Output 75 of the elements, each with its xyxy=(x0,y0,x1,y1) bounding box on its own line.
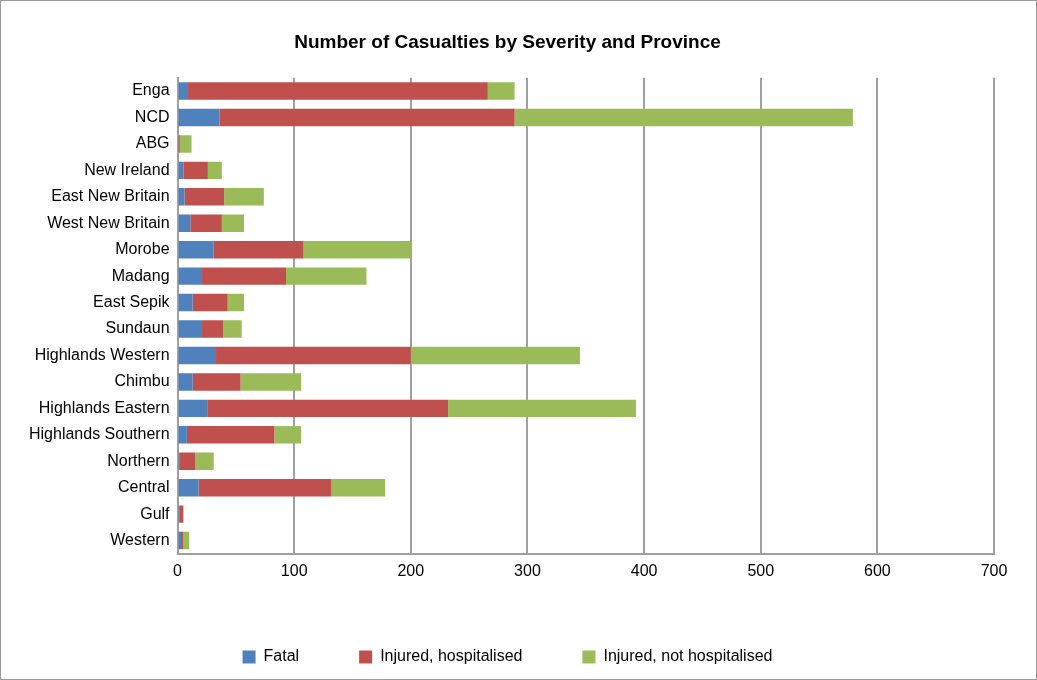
y-tick-label: Central xyxy=(117,478,170,496)
bar xyxy=(303,240,411,259)
legend-label: Fatal xyxy=(263,647,300,665)
bar xyxy=(223,320,242,338)
bar xyxy=(286,267,367,285)
y-tick-label: East New Britain xyxy=(51,187,170,205)
bar xyxy=(179,135,192,153)
bar xyxy=(448,399,636,418)
bar xyxy=(213,240,304,259)
y-tick-label: Gulf xyxy=(140,504,171,522)
bar xyxy=(178,293,193,312)
legend-label: Injured, hospitalised xyxy=(380,647,523,665)
y-tick-label: Morobe xyxy=(115,240,170,258)
bar xyxy=(202,320,224,338)
bar xyxy=(192,293,228,312)
x-tick-label: 700 xyxy=(980,561,1008,579)
y-tick-label: Chimbu xyxy=(114,372,170,390)
y-tick-label: New Ireland xyxy=(84,160,170,178)
y-tick-label: Northern xyxy=(107,451,170,469)
bar xyxy=(179,452,196,470)
bar xyxy=(183,531,190,550)
bar xyxy=(221,214,245,232)
chart-title: Number of Casualties by Severity and Province xyxy=(294,30,721,52)
x-tick-label: 200 xyxy=(397,561,425,579)
x-tick-label: 0 xyxy=(173,561,183,579)
x-tick-label: 400 xyxy=(630,561,658,579)
bar xyxy=(178,478,199,497)
y-tick-label: Highlands Southern xyxy=(28,425,170,443)
bar xyxy=(192,373,241,391)
bar xyxy=(178,346,217,365)
bar xyxy=(178,214,191,232)
bar xyxy=(216,346,411,365)
y-tick-label: Western xyxy=(110,530,170,548)
y-tick-label: Madang xyxy=(111,266,170,284)
bar xyxy=(178,240,214,259)
bar xyxy=(240,373,302,391)
bar xyxy=(195,452,214,470)
bar xyxy=(514,108,853,127)
bar xyxy=(410,346,580,365)
x-tick-label: 500 xyxy=(747,561,775,579)
bar xyxy=(178,373,193,391)
bar xyxy=(224,188,264,206)
bar xyxy=(184,188,225,206)
bar xyxy=(487,82,515,100)
bar xyxy=(227,293,245,312)
legend-label: Injured, not hospitalised xyxy=(603,647,773,665)
bar xyxy=(207,161,222,180)
bar xyxy=(207,399,449,418)
y-tick-label: ABG xyxy=(135,134,170,152)
bar xyxy=(178,426,187,444)
bar xyxy=(198,478,332,497)
bar xyxy=(186,426,275,444)
y-tick-label: West New Britain xyxy=(47,213,170,231)
y-tick-label: East Sepik xyxy=(93,292,171,310)
y-tick-label: Enga xyxy=(132,81,170,99)
bar xyxy=(178,108,220,127)
bar xyxy=(178,82,189,100)
x-tick-label: 100 xyxy=(280,561,308,579)
bar xyxy=(331,478,386,497)
bar xyxy=(183,161,208,180)
bar xyxy=(188,82,488,100)
bar xyxy=(178,320,203,338)
y-tick-label: Sundaun xyxy=(105,319,170,337)
bar xyxy=(178,399,208,418)
y-tick-label: Highlands Eastern xyxy=(38,398,170,416)
bar xyxy=(190,214,222,232)
y-tick-label: Highlands Western xyxy=(34,345,170,363)
x-tick-label: 300 xyxy=(514,561,541,579)
x-tick-label: 600 xyxy=(864,561,891,579)
bar xyxy=(219,108,515,127)
y-tick-label: NCD xyxy=(134,107,170,125)
bar xyxy=(178,188,185,206)
bar xyxy=(274,426,302,444)
bar xyxy=(178,267,203,285)
bar xyxy=(202,267,287,285)
